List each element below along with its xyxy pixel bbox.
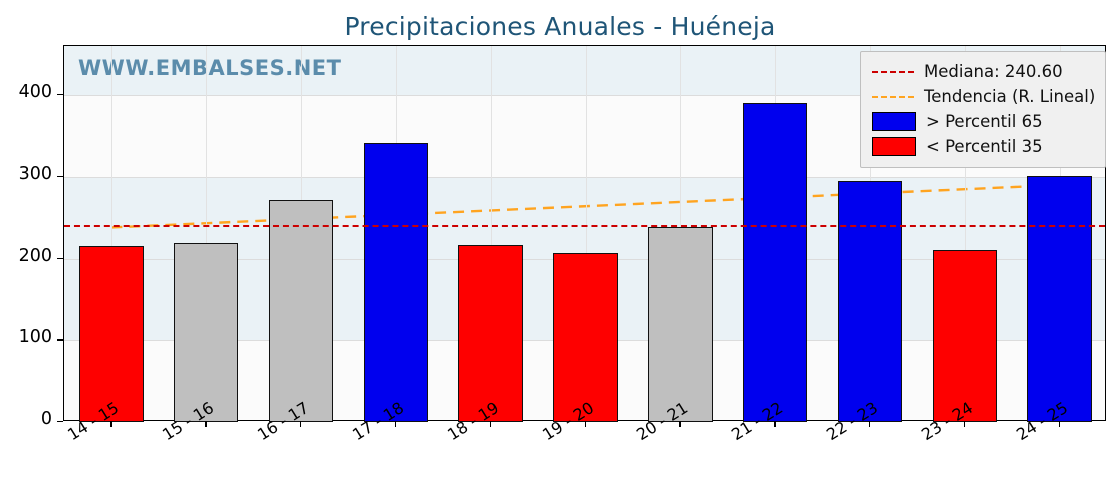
bar-22-23 [837, 180, 903, 422]
x-axis-tick-mark [394, 421, 397, 427]
legend-item-label: < Percentil 35 [926, 137, 1043, 156]
x-axis-tick-mark [868, 421, 871, 427]
y-axis-tick-label: 0 [40, 409, 52, 429]
bar-24-25 [1027, 175, 1092, 422]
y-axis-tick-mark [57, 175, 63, 178]
bar-21-22 [742, 103, 808, 422]
gridline-vertical [964, 46, 966, 420]
x-axis-tick-mark [774, 421, 776, 427]
chart-legend: Mediana: 240.60 Tendencia (R. Lineal) > … [860, 51, 1106, 168]
legend-item: < Percentil 35 [872, 134, 1094, 159]
legend-item: > Percentil 65 [872, 109, 1094, 134]
y-axis-tick-mark [57, 257, 63, 259]
legend-item-label: Mediana: 240.60 [924, 62, 1063, 81]
legend-item: Tendencia (R. Lineal) [872, 84, 1096, 109]
bar-20-21 [648, 226, 713, 422]
gridline-horizontal [64, 176, 1105, 178]
bar-18-19 [458, 245, 523, 422]
legend-item: Mediana: 240.60 [872, 59, 1094, 84]
bar-17-18 [363, 143, 429, 422]
x-axis-tick-mark [110, 421, 112, 427]
watermark-label: WWW.EMBALSES.NET [78, 56, 342, 80]
legend-item-label: Tendencia (R. Lineal) [924, 87, 1096, 106]
x-axis-tick-mark [584, 421, 586, 427]
gridline-vertical [490, 46, 492, 420]
x-axis-tick-mark [489, 421, 492, 427]
y-axis-tick-mark [57, 94, 63, 96]
y-axis-tick-label: 100 [18, 327, 52, 348]
gridline-vertical [585, 46, 587, 420]
y-axis-tick-mark [57, 339, 63, 341]
x-axis-tick-mark [963, 421, 966, 427]
y-axis-tick-label: 400 [18, 82, 52, 103]
x-axis-tick-mark [1058, 421, 1060, 427]
gridline-vertical [111, 46, 113, 420]
bar-23-24 [932, 249, 997, 422]
color-swatch-icon [872, 112, 916, 131]
median-line [64, 225, 1105, 228]
gridline-horizontal [64, 95, 1105, 97]
gridline-vertical [206, 46, 208, 420]
x-axis-tick-mark [679, 421, 681, 427]
y-axis-tick-label: 200 [18, 245, 52, 266]
y-axis-tick-label: 300 [18, 163, 52, 184]
bar-14-15 [79, 246, 144, 422]
color-swatch-icon [872, 137, 916, 156]
trend-line [111, 183, 1060, 229]
dashed-line-icon [872, 64, 914, 80]
bar-16-17 [268, 200, 334, 422]
legend-item-label: > Percentil 65 [926, 112, 1043, 131]
page-title: Precipitaciones Anuales - Huéneja [344, 12, 776, 41]
x-axis-tick-mark [300, 421, 302, 427]
bar-19-20 [553, 252, 618, 422]
y-axis-tick-mark [57, 421, 63, 423]
dashed-line-icon [872, 89, 914, 105]
x-axis-tick-mark [205, 421, 207, 427]
bar-15-16 [173, 242, 239, 422]
